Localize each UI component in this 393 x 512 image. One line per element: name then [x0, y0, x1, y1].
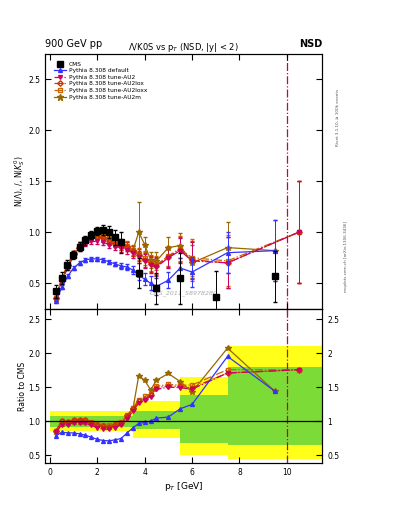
- Y-axis label: Ratio to CMS: Ratio to CMS: [18, 361, 27, 411]
- Legend: CMS, Pythia 8.308 default, Pythia 8.308 tune-AU2, Pythia 8.308 tune-AU2lox, Pyth: CMS, Pythia 8.308 default, Pythia 8.308 …: [54, 62, 147, 99]
- Text: mcplots.cern.ch [arXiv:1306.3436]: mcplots.cern.ch [arXiv:1306.3436]: [344, 221, 348, 291]
- Y-axis label: N($\Lambda$), /, N($K^0_S$): N($\Lambda$), /, N($K^0_S$): [12, 156, 27, 207]
- Title: $\Lambda$/K0S vs p$_T$ (NSD, |y| < 2): $\Lambda$/K0S vs p$_T$ (NSD, |y| < 2): [129, 40, 239, 54]
- Text: CMS_2011_S8978280: CMS_2011_S8978280: [150, 290, 218, 296]
- Text: 900 GeV pp: 900 GeV pp: [45, 38, 103, 49]
- Text: Rivet 3.1.10, ≥ 100k events: Rivet 3.1.10, ≥ 100k events: [336, 89, 340, 146]
- Text: NSD: NSD: [299, 38, 322, 49]
- X-axis label: p$_T$ [GeV]: p$_T$ [GeV]: [164, 480, 204, 493]
